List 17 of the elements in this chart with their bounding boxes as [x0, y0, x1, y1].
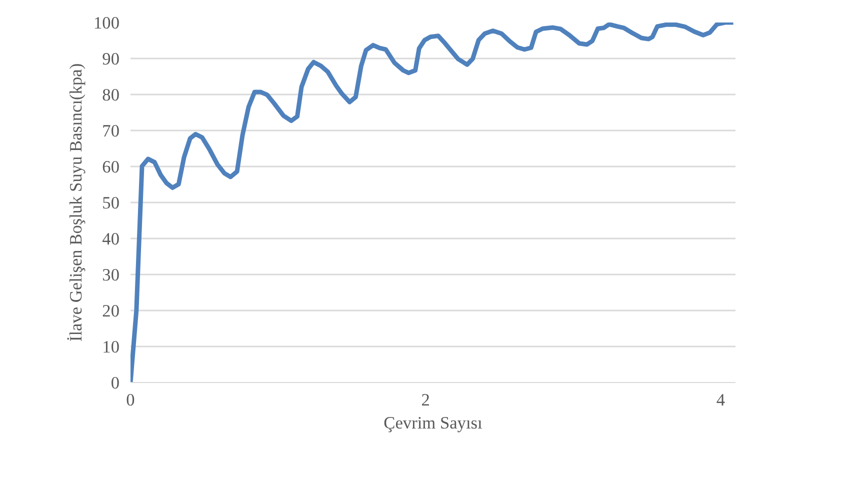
y-tick-label: 70 [102, 122, 120, 140]
y-axis-title: İlave Gelişen Boşluk Suyu Basıncı(kpa) [66, 63, 86, 342]
y-tick-label: 10 [102, 338, 120, 356]
line-series [130, 22, 736, 382]
y-tick-label: 100 [94, 14, 120, 32]
y-tick-label: 60 [102, 158, 120, 176]
x-tick-label: 2 [421, 390, 430, 410]
y-tick-label: 40 [102, 230, 120, 248]
y-tick-label: 30 [102, 266, 120, 284]
x-tick-label: 0 [126, 390, 135, 410]
y-tick-label: 0 [110, 374, 120, 392]
y-tick-label: 50 [102, 194, 120, 212]
x-tick-label: 4 [716, 390, 726, 410]
y-tick-label: 80 [102, 86, 120, 104]
x-axis-title: Çevrim Sayısı [384, 414, 483, 432]
y-tick-label: 20 [102, 302, 120, 320]
y-tick-label: 90 [102, 50, 120, 68]
